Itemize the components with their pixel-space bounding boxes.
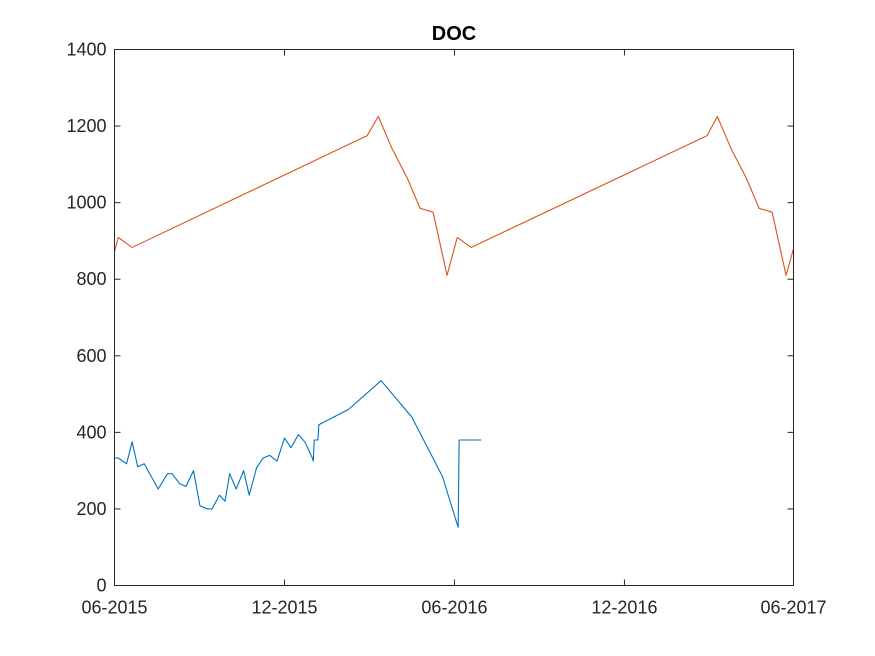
x-tick-label: 06-2015: [81, 598, 147, 618]
series-layer: [113, 115, 795, 528]
x-tick-label: 06-2016: [421, 598, 487, 618]
chart-title: DOC: [432, 23, 476, 45]
x-tick-label: 12-2015: [251, 598, 317, 618]
y-tick-label: 0: [96, 576, 106, 596]
series-line-1: [114, 380, 482, 528]
y-tick-label: 1000: [66, 193, 106, 213]
x-tick-label: 12-2016: [591, 598, 657, 618]
series-line-2: [113, 115, 795, 276]
plot-frame: [114, 49, 794, 586]
y-tick-label: 1400: [66, 40, 106, 60]
x-tick-label: 06-2017: [760, 598, 826, 618]
y-tick-label: 800: [76, 269, 106, 289]
y-tick-label: 600: [76, 346, 106, 366]
y-tick-label: 200: [76, 499, 106, 519]
y-tick-label: 400: [76, 422, 106, 442]
y-tick-label: 1200: [66, 116, 106, 136]
axis-layer: 0 200 400 600 800 1000 1200 1400 06-2015 12-2015 0…: [66, 40, 826, 618]
